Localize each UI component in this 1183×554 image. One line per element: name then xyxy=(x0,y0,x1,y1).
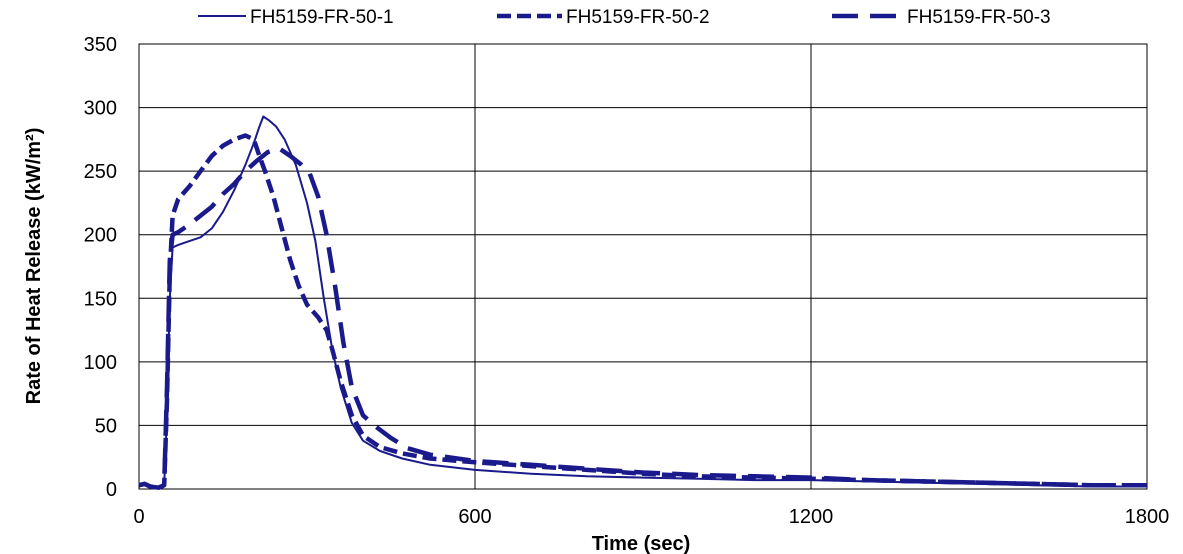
series-layer xyxy=(138,115,1147,490)
y-axis-ticks: 0 50 100 150 200 250 300 350 xyxy=(84,34,117,501)
y-tick-label: 350 xyxy=(84,34,117,56)
grid-lines xyxy=(138,43,1148,490)
series-line-3 xyxy=(138,146,1147,490)
legend: FH5159-FR-50-1 FH5159-FR-50-2 FH5159-FR-50… xyxy=(198,7,1051,28)
x-tick-label: 0 xyxy=(133,506,144,528)
y-tick-label: 250 xyxy=(84,161,117,183)
legend-label-2: FH5159-FR-50-2 xyxy=(566,7,710,28)
x-tick-label: 1200 xyxy=(789,506,834,528)
y-tick-label: 300 xyxy=(84,98,117,120)
legend-label-1: FH5159-FR-50-1 xyxy=(250,7,394,28)
y-tick-label: 200 xyxy=(84,225,117,247)
x-axis-ticks: 0 600 1200 1800 xyxy=(133,506,1169,528)
y-tick-label: 100 xyxy=(84,352,117,374)
y-tick-label: 150 xyxy=(84,288,117,310)
series-line-2 xyxy=(138,133,1147,490)
x-tick-label: 1800 xyxy=(1125,506,1170,528)
series-line-1 xyxy=(138,115,1147,489)
y-tick-label: 50 xyxy=(95,415,117,437)
legend-label-3: FH5159-FR-50-3 xyxy=(907,7,1051,28)
y-axis-title: Rate of Heat Release (kW/m²) xyxy=(23,128,45,405)
x-axis-title: Time (sec) xyxy=(592,533,691,554)
x-tick-label: 600 xyxy=(458,506,491,528)
y-tick-label: 0 xyxy=(106,479,117,501)
